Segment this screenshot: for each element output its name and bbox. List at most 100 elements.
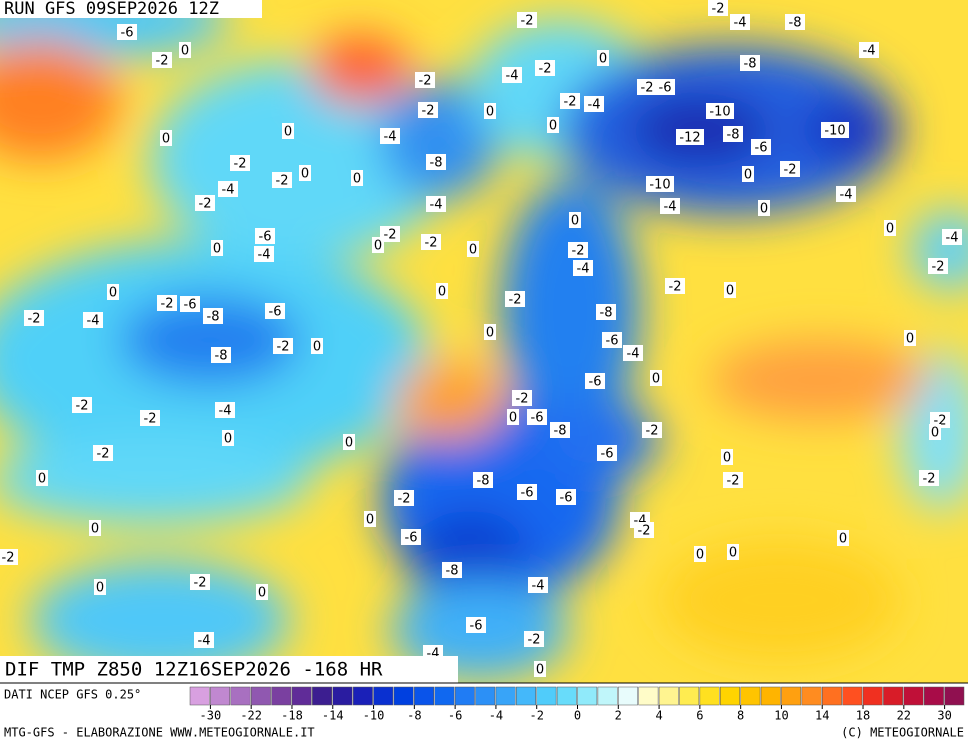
label-box <box>211 240 223 256</box>
label-box <box>426 154 446 170</box>
contour-label: 0 <box>469 243 477 258</box>
contour-label: -2 <box>784 163 797 178</box>
label-box <box>380 128 400 144</box>
contour-label: -2 <box>144 412 157 427</box>
contour-label: -8 <box>744 57 757 72</box>
contour-label: -8 <box>430 156 443 171</box>
contour-label: 0 <box>258 586 266 601</box>
contour-label: -2 <box>539 62 552 77</box>
contour-label: 0 <box>486 105 494 120</box>
contour-label: -8 <box>446 564 459 579</box>
contour-label: -6 <box>405 531 418 546</box>
colorbar-tick-label: 10 <box>774 709 788 723</box>
label-box <box>364 511 376 527</box>
label-box <box>505 291 525 307</box>
colorbar-box <box>454 686 475 706</box>
contour-label: -2 <box>564 95 577 110</box>
label-box <box>597 50 609 66</box>
label-box <box>928 258 948 274</box>
label-box <box>372 237 384 253</box>
label-box <box>929 424 941 440</box>
contour-label: -2 <box>422 104 435 119</box>
contour-label: 0 <box>652 372 660 387</box>
contour-label: -2 <box>646 424 659 439</box>
colorbar-box <box>903 686 924 706</box>
map <box>0 0 968 683</box>
label-box <box>721 449 733 465</box>
contour-label: 0 <box>509 411 517 426</box>
colorbar-box <box>699 686 720 706</box>
contour-label: -2 <box>641 81 654 96</box>
label-box <box>157 295 177 311</box>
label-box <box>706 103 734 119</box>
colorbar-box <box>944 686 965 706</box>
colorbar-tick-label: -4 <box>489 709 503 723</box>
contour-label: 0 <box>374 239 382 254</box>
contour-label: -2 <box>234 157 247 172</box>
contour-label: -6 <box>269 305 282 320</box>
label-box <box>211 347 231 363</box>
colorbar-box <box>577 686 598 706</box>
contour-label: 0 <box>536 663 544 678</box>
label-box <box>466 617 486 633</box>
label-box <box>585 373 605 389</box>
colorbar-tick-label: 0 <box>574 709 581 723</box>
contour-label: -6 <box>606 334 619 349</box>
label-box <box>517 484 537 500</box>
label-box <box>821 122 849 138</box>
contour-label: -10 <box>649 178 670 193</box>
colorbar-box <box>475 686 496 706</box>
colorbar-box <box>597 686 618 706</box>
run-title: RUN GFS 09SEP2026 12Z <box>4 0 219 19</box>
label-box <box>484 324 496 340</box>
contour-label: -4 <box>87 314 100 329</box>
colorbar-tick-label: 8 <box>737 709 744 723</box>
contour-label: -2 <box>277 340 290 355</box>
label-box <box>255 228 275 244</box>
colorbar-tick-label: 22 <box>897 709 911 723</box>
contour-label: -2 <box>572 244 585 259</box>
contour-label: -2 <box>97 447 110 462</box>
label-box <box>723 472 743 488</box>
contour-label: 0 <box>723 451 731 466</box>
source-text: DATI NCEP GFS 0.25° <box>4 688 141 702</box>
label-box <box>272 172 292 188</box>
label-box <box>394 490 414 506</box>
contour-label: -2 <box>199 197 212 212</box>
contour-label: -8 <box>789 16 802 31</box>
contour-label: 0 <box>931 426 939 441</box>
label-box <box>152 52 172 68</box>
label-box <box>517 12 537 28</box>
colorbar-box <box>271 686 292 706</box>
contour-label: -6 <box>121 26 134 41</box>
contour-label: -4 <box>863 44 876 59</box>
contour-label: -2 <box>932 260 945 275</box>
label-box <box>524 631 544 647</box>
credit-text: MTG-GFS - ELABORAZIONE WWW.METEOGIORNALE… <box>4 726 315 740</box>
colorbar: -30 -22 -18 -14 -10 -8 -6 -4 -2 0 2 4 6 8 10 14 18 22 30 <box>189 686 965 723</box>
label-box <box>527 409 547 425</box>
colorbar-box <box>516 686 536 706</box>
colorbar-tick-label: 2 <box>615 709 622 723</box>
contour-label: -4 <box>222 183 235 198</box>
contour-label: -2 <box>516 392 529 407</box>
contour-label: -4 <box>588 98 601 113</box>
colorbar-tick-label: -8 <box>407 709 421 723</box>
label-box <box>584 96 604 112</box>
colorbar-box <box>781 686 802 706</box>
colorbar-tick-label: 18 <box>856 709 870 723</box>
label-box <box>637 79 657 95</box>
label-box <box>93 445 113 461</box>
colorbar-box <box>862 686 883 706</box>
label-box <box>230 155 250 171</box>
contour-label: -2 <box>528 633 541 648</box>
colorbar-box <box>801 686 822 706</box>
colorbar-tick-label: -22 <box>240 709 262 723</box>
contour-label: -8 <box>727 128 740 143</box>
contour-label: -2 <box>419 74 432 89</box>
label-box <box>89 520 101 536</box>
contour-label: -4 <box>734 16 747 31</box>
contour-label: 0 <box>301 167 309 182</box>
label-box <box>351 170 363 186</box>
contour-label: -6 <box>755 141 768 156</box>
